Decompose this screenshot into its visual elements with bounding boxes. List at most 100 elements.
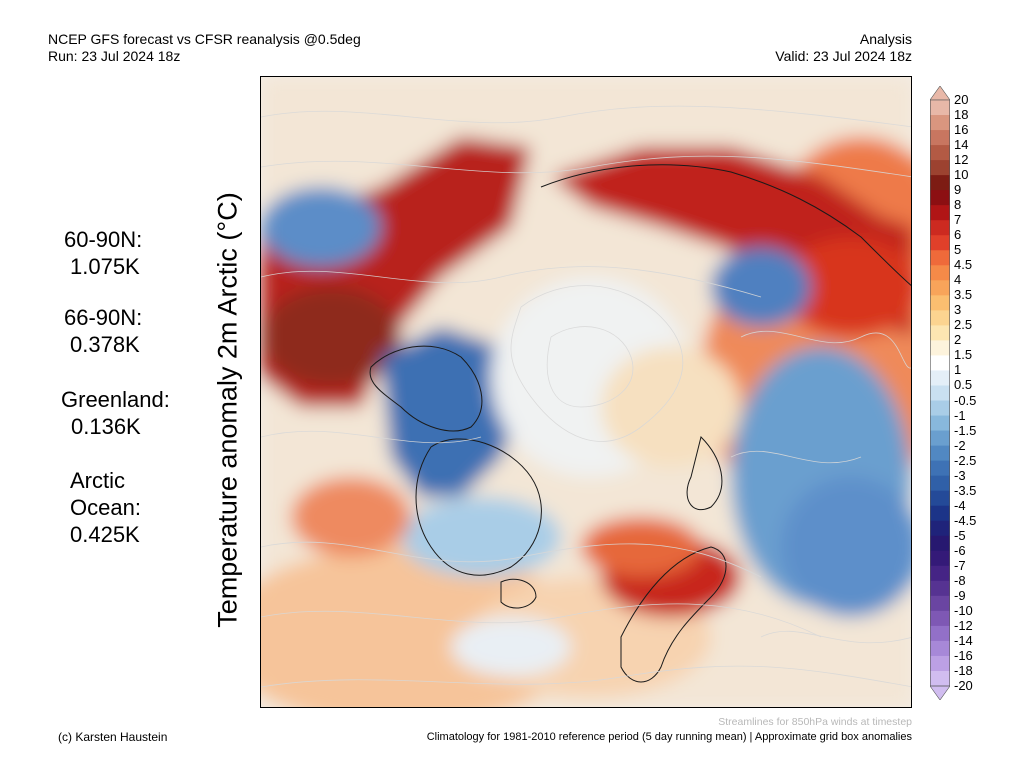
- colorbar: [929, 85, 951, 701]
- anomaly-map-svg: [261, 77, 911, 707]
- colorbar-tick-label: -14: [954, 632, 973, 648]
- colorbar-tick-label: -4: [954, 497, 966, 513]
- colorbar-swatch: [930, 385, 950, 402]
- colorbar-tick-label: -8: [954, 572, 966, 588]
- colorbar-tick-label: -4.5: [954, 512, 977, 528]
- colorbar-tick-label: 16: [954, 122, 969, 138]
- colorbar-swatch: [930, 445, 950, 462]
- colorbar-swatch: [930, 355, 950, 371]
- colorbar-tick-label: -10: [954, 602, 973, 618]
- colorbar-swatch: [930, 400, 950, 417]
- colorbar-swatch: [930, 250, 950, 266]
- colorbar-swatch: [930, 340, 950, 356]
- colorbar-swatch: [930, 580, 950, 597]
- colorbar-tick-label: 3: [954, 302, 962, 318]
- y-axis-title: Temperature anomaly 2m Arctic (°C): [212, 192, 243, 628]
- run-time: Run: 23 Jul 2024 18z: [48, 48, 181, 64]
- colorbar-swatch: [930, 655, 950, 672]
- colorbar-tick-label: -7: [954, 557, 966, 573]
- colorbar-tick-label: 12: [954, 152, 969, 168]
- colorbar-tick-label: -9: [954, 587, 966, 603]
- colorbar-tick-label: 3.5: [954, 287, 973, 303]
- colorbar-swatch: [930, 100, 950, 116]
- colorbar-swatch: [930, 625, 950, 642]
- scandinavia-outline: [620, 546, 727, 683]
- colorbar-swatch: [930, 370, 950, 386]
- colorbar-swatch: [930, 565, 950, 582]
- stat-60-90n: 60-90N: 1.075K: [64, 226, 142, 280]
- stat-66-90n: 66-90N: 0.378K: [64, 304, 142, 358]
- stat-label: Greenland:: [61, 387, 170, 412]
- colorbar-swatch: [930, 205, 950, 221]
- colorbar-swatch: [930, 475, 950, 492]
- colorbar-svg: [929, 85, 951, 701]
- colorbar-tick-label: -3: [954, 467, 966, 483]
- anomaly-map: [260, 76, 912, 708]
- colorbar-tick-label: 4: [954, 272, 962, 288]
- stat-label: Arctic: [70, 468, 125, 493]
- stat-value: 0.378K: [70, 332, 140, 357]
- colorbar-tick-label: 2: [954, 332, 962, 348]
- colorbar-swatch: [930, 415, 950, 432]
- colorbar-swatch: [930, 505, 950, 522]
- colorbar-swatch: [930, 130, 950, 146]
- streamlines: [261, 105, 911, 688]
- colorbar-tick-label: -16: [954, 647, 973, 663]
- colorbar-upper-arrow: [929, 85, 951, 101]
- colorbar-tick-label: 20: [954, 92, 969, 107]
- colorbar-tick-label: -6: [954, 542, 966, 558]
- colorbar-tick-label: 9: [954, 182, 962, 198]
- stat-label-2: Ocean:: [70, 495, 141, 520]
- colorbar-tick-label: 10: [954, 167, 969, 183]
- colorbar-frame: [930, 99, 950, 687]
- colorbar-tick-label: -18: [954, 662, 973, 678]
- colorbar-swatch: [930, 235, 950, 251]
- colorbar-swatch: [930, 640, 950, 657]
- stat-value: 0.136K: [71, 414, 141, 439]
- valid-time: Valid: 23 Jul 2024 18z: [775, 48, 912, 64]
- siberia-coastline: [540, 164, 911, 286]
- colorbar-tick-label: 7: [954, 212, 962, 228]
- colorbar-tick-label: 1: [954, 362, 962, 378]
- anomaly-fields: [261, 77, 911, 707]
- colorbar-tick-label: -20: [954, 678, 973, 693]
- stat-label: 60-90N:: [64, 227, 143, 252]
- colorbar-swatch: [930, 145, 950, 161]
- colorbar-tick-label: -1.5: [954, 422, 977, 438]
- colorbar-swatch: [930, 310, 950, 326]
- colorbar-swatch: [930, 550, 950, 567]
- colorbar-swatch: [930, 220, 950, 236]
- colorbar-swatch: [930, 280, 950, 296]
- colorbar-tick-label: -2.5: [954, 452, 977, 468]
- colorbar-tick-label: 18: [954, 107, 969, 123]
- colorbar-tick-label: -2: [954, 437, 966, 453]
- colorbar-tick-label: 8: [954, 197, 962, 213]
- colorbar-swatch: [930, 460, 950, 477]
- map-mode: Analysis: [859, 31, 912, 47]
- archipelago-outline: [369, 345, 483, 432]
- stat-arctic-ocean: Arctic Ocean: 0.425K: [70, 467, 141, 548]
- colorbar-swatch: [930, 670, 950, 687]
- credit: (c) Karsten Haustein: [58, 730, 168, 744]
- colorbar-tick-label: 2.5: [954, 317, 973, 333]
- colorbar-tick-label: -1: [954, 407, 966, 423]
- colorbar-tick-label: 14: [954, 137, 969, 153]
- colorbar-swatch: [930, 520, 950, 537]
- stat-value: 0.425K: [70, 522, 140, 547]
- climatology-note: Climatology for 1981-2010 reference peri…: [426, 731, 912, 743]
- colorbar-swatch: [930, 325, 950, 341]
- map-title: NCEP GFS forecast vs CFSR reanalysis @0.…: [48, 31, 361, 47]
- colorbar-swatch: [930, 430, 950, 447]
- colorbar-tick-label: 4.5: [954, 257, 973, 273]
- colorbar-tick-label: 6: [954, 227, 962, 243]
- header-left: NCEP GFS forecast vs CFSR reanalysis @0.…: [48, 31, 361, 65]
- colorbar-tick-label: -5: [954, 527, 966, 543]
- novaya-zemlya-outline: [686, 436, 723, 511]
- colorbar-swatch: [930, 490, 950, 507]
- colorbar-tick-label: -3.5: [954, 482, 977, 498]
- colorbar-swatch: [930, 535, 950, 552]
- colorbar-swatch: [930, 160, 950, 176]
- colorbar-swatch: [930, 265, 950, 281]
- streamline-note: Streamlines for 850hPa winds at timestep: [718, 716, 912, 728]
- colorbar-tick-label: 1.5: [954, 347, 973, 363]
